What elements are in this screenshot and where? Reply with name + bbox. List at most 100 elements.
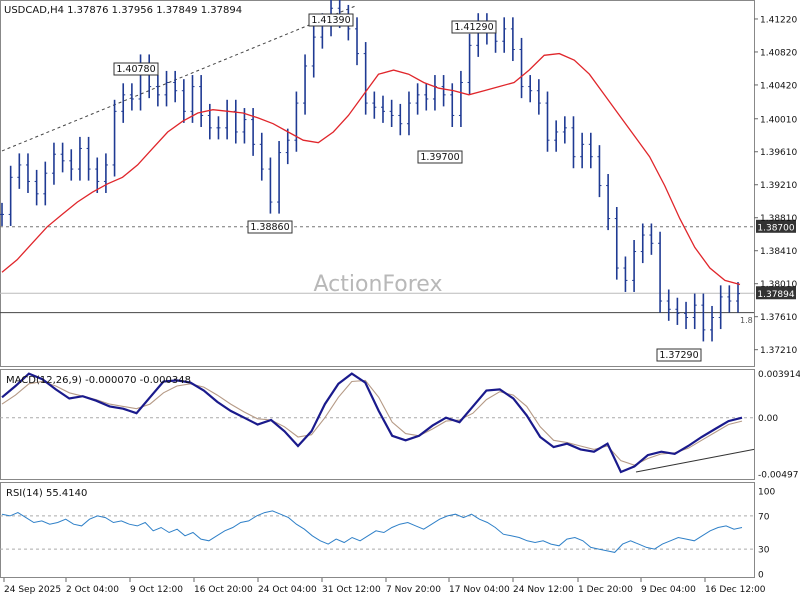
macd-tick-label: 0.003914: [758, 370, 800, 380]
price-bar: [294, 91, 299, 152]
price-bar: [285, 128, 290, 165]
price-bar: [640, 223, 645, 264]
price-bar: [380, 95, 385, 123]
price-annotation: 1.37290: [656, 348, 702, 362]
chart-header: USDCAD,H4 1.37876 1.37956 1.37849 1.3789…: [4, 5, 242, 16]
price-bar: [363, 42, 368, 115]
macd-panel: [0, 372, 755, 474]
x-tick-label: 9 Oct 12:00: [130, 585, 183, 595]
price-tick-label: 1.38010: [760, 280, 797, 290]
price-bar: [528, 75, 533, 103]
price-bar: [60, 142, 65, 173]
rsi-line: [1, 510, 743, 553]
price-bar: [658, 231, 663, 313]
rsi-tick-label: 70: [758, 512, 770, 522]
price-tick-label: 1.40820: [760, 48, 797, 58]
price-bar: [34, 169, 39, 206]
macd-header: MACD(12,26,9) -0.000070 -0.000348: [6, 375, 191, 386]
price-bar: [692, 293, 697, 330]
macd-main-line: [1, 372, 743, 474]
price-bar: [424, 83, 429, 111]
svg-text:1.37894: 1.37894: [757, 290, 794, 300]
price-bar: [684, 301, 689, 330]
price-bar: [614, 207, 619, 280]
price-bar: [86, 136, 91, 181]
price-annotation: 1.41290: [451, 20, 497, 34]
price-bar: [17, 153, 22, 189]
price-bar: [588, 132, 593, 169]
small-label: 1.8: [740, 316, 753, 325]
rsi-panel-frame: [0, 482, 755, 578]
macd-tick-label: 0.00: [758, 414, 778, 424]
price-annotation: 1.40780: [113, 62, 159, 76]
price-tick-label: 1.38410: [760, 247, 797, 257]
svg-text:1.40780: 1.40780: [116, 64, 155, 75]
svg-text:1.41290: 1.41290: [454, 22, 493, 33]
price-tag: 1.37894: [756, 286, 796, 300]
price-bar: [476, 13, 481, 57]
price-bar: [372, 91, 377, 119]
price-bar: [95, 157, 100, 193]
price-bar: [112, 99, 117, 177]
price-tag: 1.38700: [756, 219, 796, 233]
price-bar: [0, 202, 4, 226]
price-tick-label: 1.40010: [760, 115, 797, 125]
price-bar: [398, 103, 403, 136]
price-bar: [406, 91, 411, 136]
price-bar: [233, 99, 238, 144]
x-tick-label: 7 Nov 20:00: [386, 585, 441, 595]
price-bar: [701, 293, 706, 342]
price-tick-label: 1.39210: [760, 181, 797, 191]
price-bar: [173, 70, 178, 103]
price-bar: [554, 120, 559, 152]
price-bar: [216, 116, 221, 140]
price-bar: [675, 297, 680, 325]
x-tick-label: 16 Dec 12:00: [705, 585, 766, 595]
price-bar: [277, 141, 282, 214]
price-bar: [545, 91, 550, 152]
price-bar: [103, 153, 108, 193]
x-tick-label: 2 Oct 04:00: [66, 585, 119, 595]
price-bar: [649, 223, 654, 255]
price-annotation: 1.39700: [417, 150, 463, 164]
price-tick-label: 1.41220: [760, 15, 797, 25]
price-bar: [580, 132, 585, 169]
x-tick-label: 9 Dec 04:00: [641, 585, 696, 595]
price-bar: [536, 79, 541, 115]
price-bar: [736, 282, 740, 313]
price-bar: [718, 285, 723, 330]
price-bar: [666, 289, 671, 321]
price-bar: [129, 83, 134, 111]
svg-text:1.38700: 1.38700: [757, 223, 794, 233]
svg-text:1.37290: 1.37290: [659, 350, 698, 361]
price-bar: [432, 75, 437, 111]
price-tick-label: 1.38810: [760, 214, 797, 224]
price-bar: [181, 79, 186, 123]
price-bar: [121, 83, 126, 123]
price-bar: [164, 70, 169, 107]
price-bar: [502, 17, 507, 53]
price-bar: [727, 285, 732, 313]
price-tick-label: 1.40420: [760, 81, 797, 91]
price-bar: [259, 132, 264, 181]
price-bar: [562, 116, 567, 144]
x-tick-label: 1 Dec 20:00: [578, 585, 633, 595]
rsi-header: RSI(14) 55.4140: [6, 488, 87, 499]
price-bar: [199, 75, 204, 128]
x-tick-label: 24 Nov 12:00: [513, 585, 574, 595]
price-tick-label: 1.37210: [760, 346, 797, 356]
x-tick-label: 31 Oct 12:00: [322, 585, 381, 595]
svg-text:1.39700: 1.39700: [420, 152, 459, 163]
x-tick-label: 16 Oct 20:00: [194, 585, 253, 595]
price-bar: [268, 157, 273, 214]
axes: 1.41220 1.40820 1.40420 1.40010 1.39610 1.392…: [3, 15, 800, 595]
price-bar: [389, 99, 394, 128]
price-panel: 1.41390 1.40780 1.41290 1.39700 1.38860 1.372…: [0, 0, 796, 362]
price-bar: [710, 305, 715, 342]
price-bar: [77, 136, 82, 181]
price-bar: [519, 37, 524, 99]
price-bar: [606, 174, 611, 231]
x-tick-label: 24 Oct 04:00: [258, 585, 317, 595]
